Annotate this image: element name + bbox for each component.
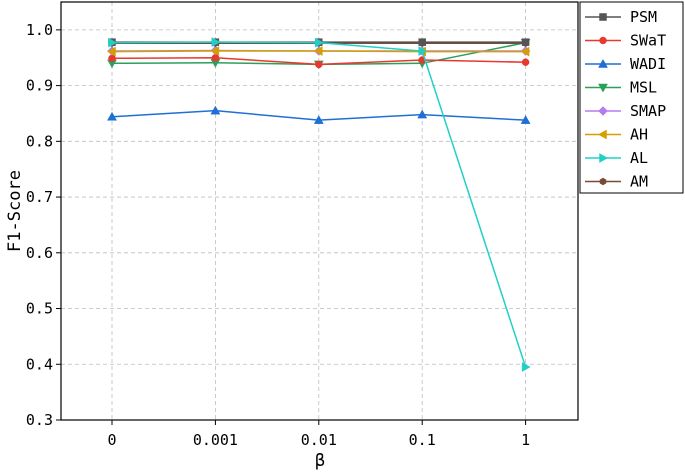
y-tick-label: 0.4 bbox=[26, 355, 53, 373]
data-point bbox=[417, 109, 428, 119]
data-point bbox=[521, 58, 530, 66]
y-tick-label: 0.3 bbox=[26, 411, 53, 429]
data-point bbox=[598, 83, 608, 93]
y-axis-title: F1-Score bbox=[5, 170, 25, 252]
x-tick-label: 0.001 bbox=[193, 431, 238, 449]
series-wadi bbox=[107, 105, 531, 124]
legend-item: SWaT bbox=[585, 32, 666, 50]
legend-item: MSL bbox=[585, 79, 657, 97]
x-axis: 0 0.001 0.01 0.1 1 bbox=[107, 420, 530, 449]
data-point bbox=[599, 177, 607, 186]
x-tick-label: 0.1 bbox=[409, 431, 436, 449]
legend-label: SMAP bbox=[630, 102, 666, 120]
data-point bbox=[521, 362, 531, 372]
data-point bbox=[315, 37, 324, 48]
data-point bbox=[313, 46, 323, 56]
y-tick-label: 1.0 bbox=[26, 21, 53, 39]
data-point bbox=[598, 106, 608, 116]
data-point bbox=[211, 37, 221, 48]
legend-label: WADI bbox=[630, 55, 666, 73]
y-tick-label: 0.9 bbox=[26, 77, 53, 95]
data-point bbox=[521, 38, 530, 46]
data-point bbox=[418, 46, 428, 56]
data-point bbox=[210, 105, 221, 115]
legend-label: SWaT bbox=[630, 32, 666, 50]
y-tick-label: 0.7 bbox=[26, 188, 53, 206]
data-point bbox=[210, 46, 220, 56]
legend: PSM SWaT WADI MSL SMAP AH AL AM bbox=[579, 1, 684, 194]
legend-item: AH bbox=[585, 126, 648, 144]
data-point bbox=[520, 115, 531, 124]
legend-label: PSM bbox=[630, 8, 657, 26]
y-tick-label: 0.6 bbox=[26, 244, 53, 262]
legend-label: MSL bbox=[630, 79, 657, 97]
x-tick-label: 0.01 bbox=[301, 431, 337, 449]
data-point bbox=[315, 60, 323, 69]
series-swat bbox=[108, 53, 530, 69]
data-point bbox=[418, 38, 426, 46]
data-point bbox=[598, 58, 608, 68]
x-axis-title: β bbox=[315, 451, 325, 471]
grid-lines bbox=[61, 2, 578, 421]
data-point bbox=[599, 153, 609, 163]
y-tick-label: 0.5 bbox=[26, 300, 53, 318]
data-point bbox=[520, 46, 530, 57]
data-point bbox=[107, 111, 117, 121]
data-point bbox=[599, 36, 607, 45]
legend-label: AL bbox=[630, 149, 648, 167]
data-point bbox=[599, 13, 607, 21]
legend-item: AL bbox=[585, 149, 648, 167]
legend-label: AM bbox=[630, 173, 648, 191]
data-point bbox=[108, 37, 118, 48]
legend-item: SMAP bbox=[585, 102, 666, 120]
legend-item: WADI bbox=[585, 55, 666, 73]
y-axis: 0.3 0.4 0.5 0.6 0.7 0.8 0.9 1.0 bbox=[26, 21, 61, 429]
x-tick-label: 1 bbox=[521, 431, 530, 449]
legend-item: AM bbox=[585, 173, 648, 191]
series-al bbox=[108, 37, 531, 372]
series-layer bbox=[106, 37, 531, 372]
plot-area-frame bbox=[60, 1, 579, 421]
y-tick-label: 0.8 bbox=[26, 132, 53, 150]
data-point bbox=[313, 115, 324, 124]
legend-box bbox=[579, 1, 684, 194]
data-point bbox=[106, 46, 116, 57]
data-point bbox=[597, 129, 607, 140]
x-tick-label: 0 bbox=[107, 431, 116, 449]
legend-label: AH bbox=[630, 126, 648, 144]
legend-item: PSM bbox=[585, 8, 657, 26]
